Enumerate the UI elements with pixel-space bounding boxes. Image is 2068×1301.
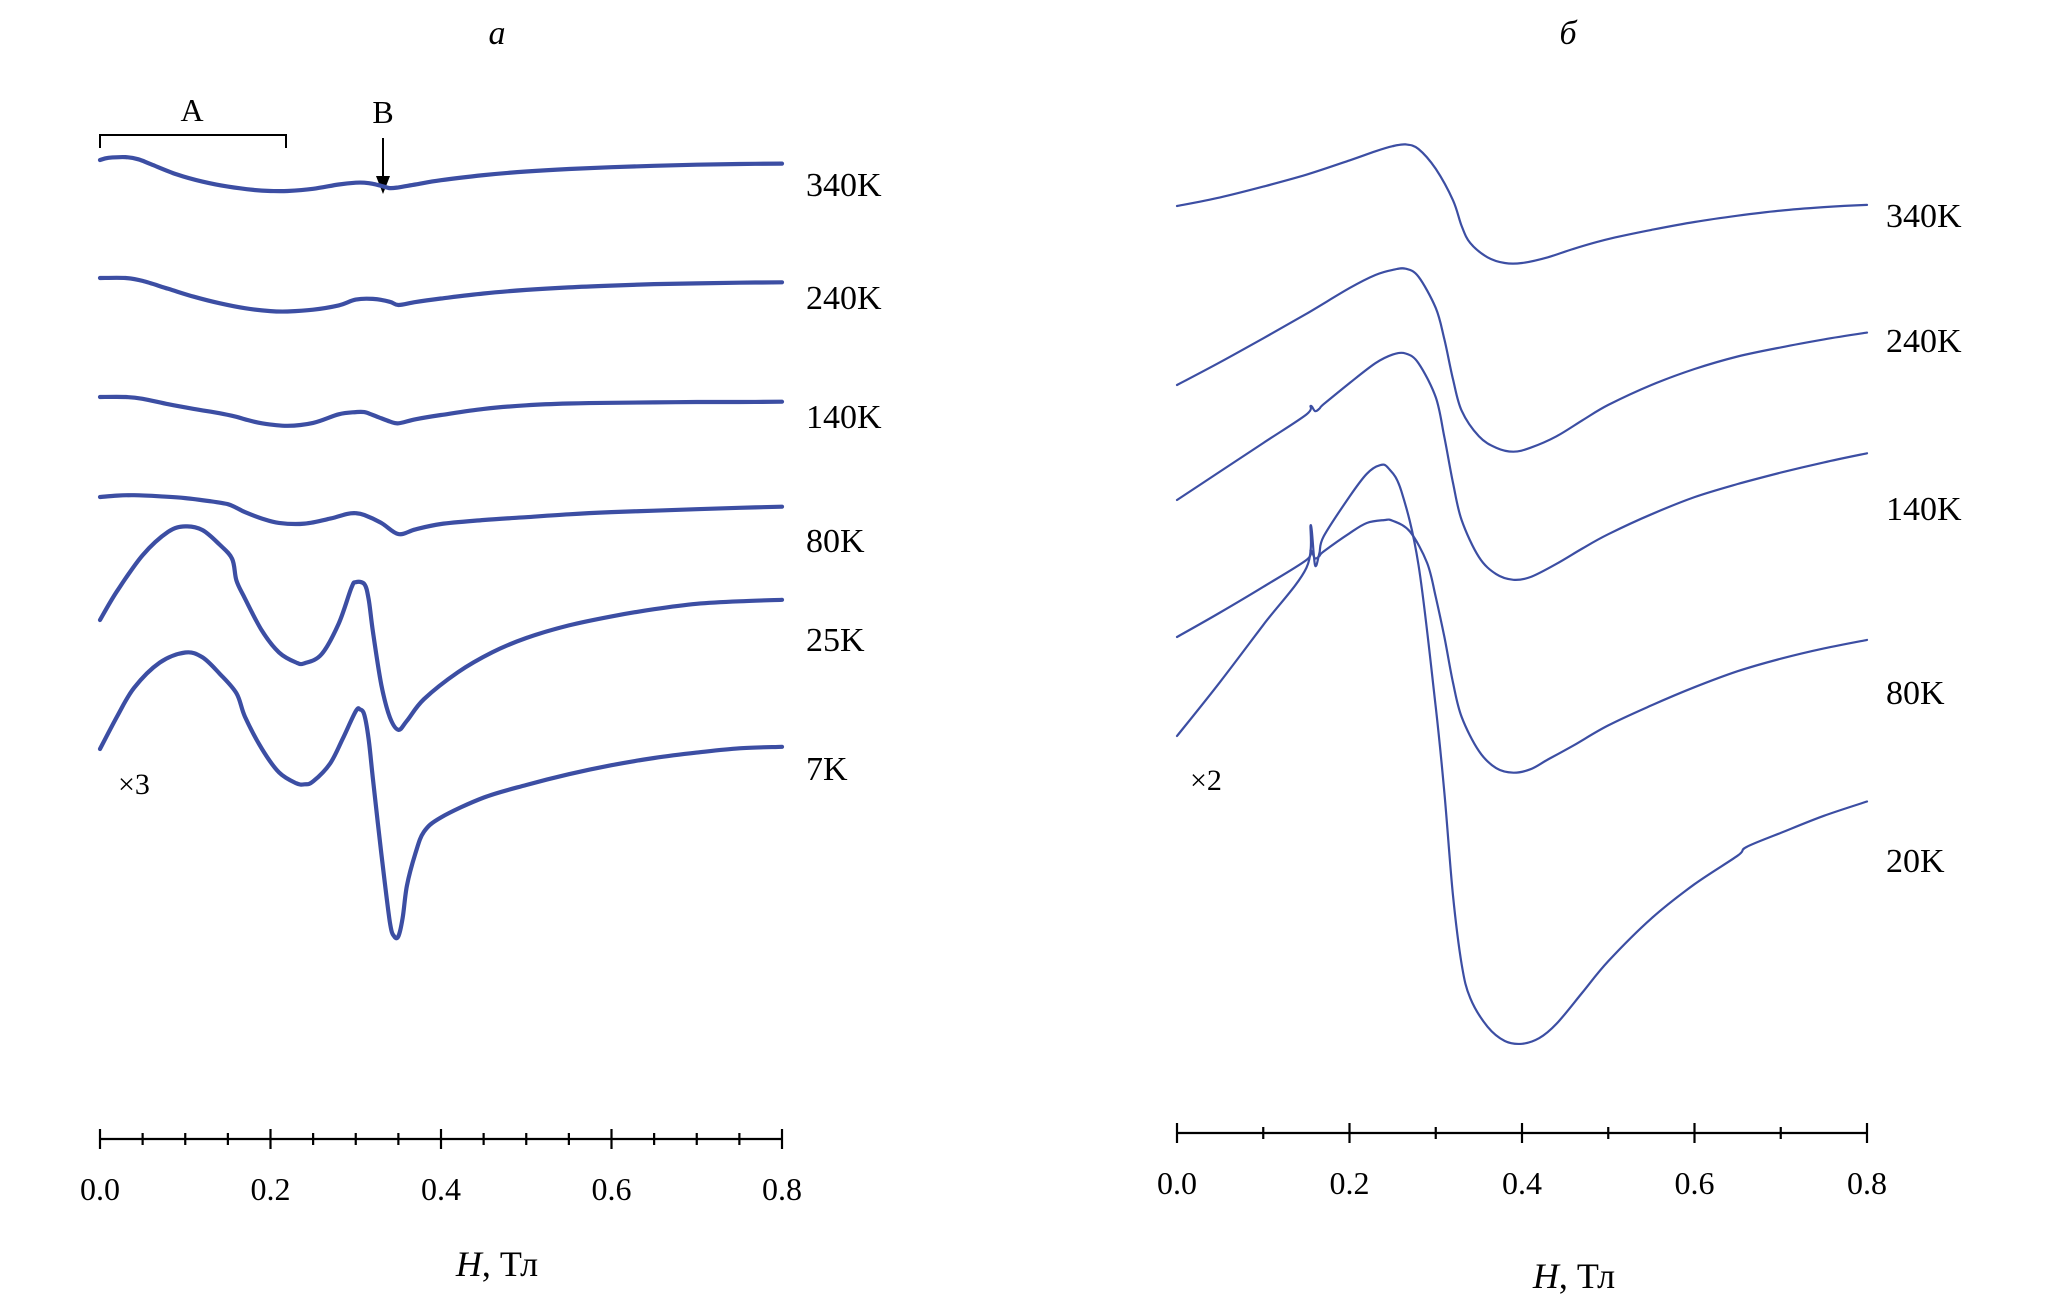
scale-note-a: ×3	[118, 768, 150, 801]
bracket-label-a: A	[180, 92, 203, 128]
curve-b-240k	[1175, 267, 1869, 453]
x-tick-label-a-3: 0.6	[592, 1171, 632, 1207]
x-tick-label-b-1: 0.2	[1330, 1165, 1370, 1201]
curve-label-a-7k: 7K	[806, 751, 848, 788]
x-ticks-b	[1175, 1123, 1869, 1143]
x-tick-label-b-4: 0.8	[1847, 1165, 1887, 1201]
curve-label-a-240k: 240K	[806, 280, 882, 317]
curve-label-a-80k: 80K	[806, 523, 865, 560]
curve-b-80k	[1175, 518, 1869, 774]
curve-b-20k	[1175, 463, 1869, 1046]
x-axis-unit-a: , Тл	[482, 1244, 538, 1284]
curves-b	[1175, 143, 1869, 1046]
curve-label-b-240k: 240K	[1886, 323, 1962, 360]
arrow-label-b: B	[372, 94, 393, 130]
scale-note-b: ×2	[1190, 764, 1222, 797]
x-tick-label-a-0: 0.0	[80, 1171, 120, 1207]
x-axis-title-b: H, Тл	[1532, 1256, 1615, 1296]
curve-labels-b: 340K 240K 140K 80K 20K	[1886, 198, 1962, 880]
curve-label-b-80k: 80K	[1886, 675, 1945, 712]
x-axis-unit-b: , Тл	[1559, 1256, 1615, 1296]
x-tick-labels-a: 0.0 0.2 0.4 0.6 0.8	[80, 1171, 802, 1207]
curve-label-a-340k: 340K	[806, 167, 882, 204]
x-axis-title-a: H, Тл	[455, 1244, 538, 1284]
curve-b-140k	[1175, 351, 1869, 582]
curve-label-b-340k: 340K	[1886, 198, 1962, 235]
line-b-arrow: B	[372, 94, 394, 194]
curve-a-25k	[97, 524, 785, 732]
curve-b-340k	[1175, 143, 1869, 265]
curve-label-b-20k: 20K	[1886, 843, 1945, 880]
curve-a-80k	[97, 493, 785, 537]
curve-label-a-25k: 25K	[806, 622, 865, 659]
curve-a-7k	[97, 650, 785, 941]
x-ticks-a	[98, 1129, 784, 1149]
panel-label-a: а	[489, 15, 506, 52]
curve-a-240k	[97, 275, 785, 314]
x-tick-label-a-1: 0.2	[251, 1171, 291, 1207]
x-tick-label-a-2: 0.4	[421, 1171, 461, 1207]
curve-label-b-140k: 140K	[1886, 491, 1962, 528]
x-axis-var-b: H	[1532, 1256, 1561, 1296]
x-tick-label-b-2: 0.4	[1502, 1165, 1542, 1201]
curve-a-340k	[97, 154, 785, 194]
curves-a	[97, 154, 785, 941]
x-axis-var-a: H	[455, 1244, 484, 1284]
x-tick-labels-b: 0.0 0.2 0.4 0.6 0.8	[1157, 1165, 1887, 1201]
x-tick-label-b-3: 0.6	[1675, 1165, 1715, 1201]
curve-label-a-140k: 140K	[806, 399, 882, 436]
panel-label-b: б	[1559, 15, 1578, 52]
curve-labels-a: 340K 240K 140K 80K 25K 7K	[806, 167, 882, 788]
x-tick-label-b-0: 0.0	[1157, 1165, 1197, 1201]
curve-a-140k	[97, 394, 785, 428]
x-tick-label-a-4: 0.8	[762, 1171, 802, 1207]
region-a-bracket: A	[99, 92, 287, 148]
